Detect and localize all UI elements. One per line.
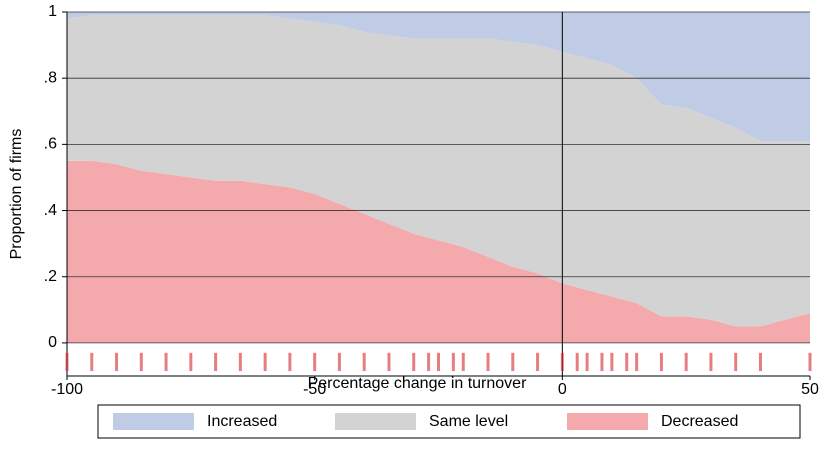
legend-label: Decreased: [661, 413, 738, 430]
x-axis-label: Percentage change in turnover: [308, 375, 527, 392]
legend-swatch: [335, 413, 416, 430]
legend-box: [97, 404, 801, 439]
legend-swatch: [567, 413, 648, 430]
y-tick-label: .6: [44, 136, 57, 153]
legend-label: Same level: [429, 413, 508, 430]
legend-swatch: [113, 413, 194, 430]
area: [67, 12, 810, 142]
x-tick-label: -100: [51, 381, 83, 398]
y-tick-label: .2: [44, 268, 57, 285]
y-tick-label: 1: [48, 3, 57, 20]
area: [67, 160, 810, 343]
x-tick-label: 0: [558, 381, 567, 398]
x-tick-label: 50: [801, 381, 819, 398]
y-axis-label: Proportion of firms: [8, 129, 25, 260]
legend-label: Increased: [207, 413, 277, 430]
y-tick-label: .8: [44, 69, 57, 86]
y-tick-label: 0: [48, 334, 57, 351]
y-tick-label: .4: [44, 202, 57, 219]
area: [67, 15, 810, 327]
x-tick-label: -50: [303, 381, 326, 398]
